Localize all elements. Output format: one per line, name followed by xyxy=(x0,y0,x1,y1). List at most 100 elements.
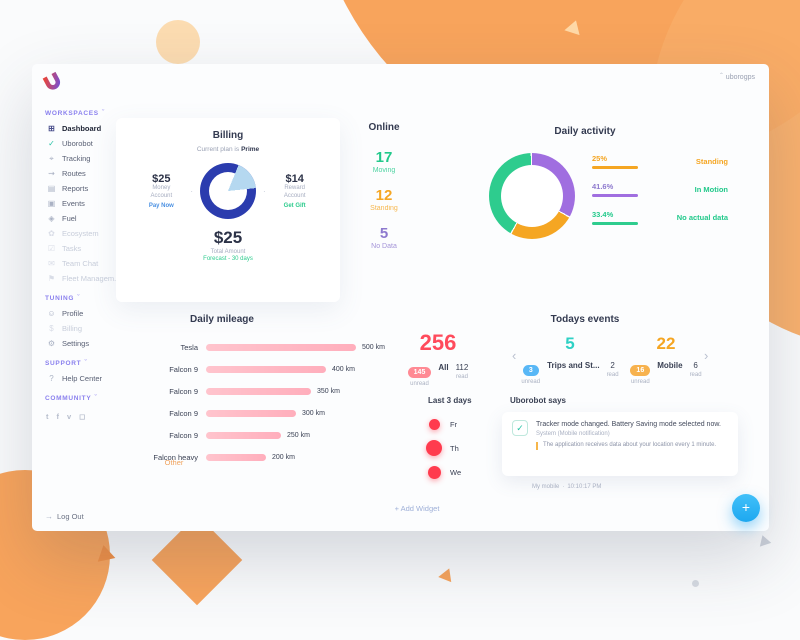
reward-label: Reward xyxy=(284,184,306,191)
group-name[interactable]: Mobile xyxy=(657,361,683,370)
logout-icon: → xyxy=(45,512,53,521)
routes-icon: ⇝ xyxy=(48,169,55,178)
sidebar-item-tasks[interactable]: ☑ Tasks xyxy=(32,241,144,256)
day-dot[interactable] xyxy=(427,465,441,479)
online-moving: 17 Moving xyxy=(349,149,419,174)
legend-row-standing: 25% Standing xyxy=(592,152,728,171)
billing-donut-chart xyxy=(200,163,256,219)
mileage-bar xyxy=(206,387,311,395)
sidebar-item-dashboard[interactable]: ⊞ Dashboard xyxy=(32,121,144,136)
twitter-icon[interactable]: t xyxy=(46,412,49,421)
day-dot[interactable] xyxy=(428,418,440,430)
total-amount: $25 xyxy=(213,228,243,247)
user-menu[interactable]: ˆ uborogps xyxy=(720,72,755,81)
events-prev-arrow[interactable]: ‹ xyxy=(512,348,517,363)
bot-footer: My mobile · 10:10:17 PM xyxy=(532,484,601,490)
events-next-arrow[interactable]: › xyxy=(704,348,709,363)
chevron-down-icon: ˇ xyxy=(84,360,88,367)
sidebar-section-workspaces[interactable]: WORKSPACES ˇ xyxy=(32,110,144,121)
unread-chip[interactable]: 145 xyxy=(407,367,432,378)
uborobot-check-icon: ✓ xyxy=(48,139,55,148)
logout-button[interactable]: → Log Out xyxy=(45,512,84,521)
unread-chip[interactable]: 16 xyxy=(630,365,651,376)
device-label: My mobile xyxy=(532,484,560,490)
pay-now-link[interactable]: Pay Now xyxy=(148,203,174,210)
facebook-icon[interactable]: f xyxy=(56,412,60,421)
item-label: Help Center xyxy=(62,374,103,383)
vimeo-icon[interactable]: v xyxy=(67,412,72,421)
sidebar-item-help-center[interactable]: ? Help Center xyxy=(32,371,144,386)
reward-account-stat: $14 Reward Account Get Gift xyxy=(273,173,317,210)
legend-bar xyxy=(592,166,638,169)
social-links: t f v ◻ xyxy=(32,412,144,421)
sidebar-item-fleet-management[interactable]: ⚑ Fleet Managem... xyxy=(32,271,144,286)
sidebar-item-uborobot[interactable]: ✓ Uborobot xyxy=(32,136,144,151)
sidebar-item-events[interactable]: ▣ Events xyxy=(32,196,144,211)
bot-source: System (Mobile notification) xyxy=(536,431,610,438)
profile-icon: ☺ xyxy=(47,309,56,318)
instagram-icon[interactable]: ◻ xyxy=(79,412,86,421)
sidebar-item-team-chat[interactable]: ✉ Team Chat xyxy=(32,256,144,271)
online-no-data: 5 No Data xyxy=(349,225,419,250)
group-name[interactable]: Trips and St... xyxy=(547,361,600,370)
app-logo-magnet-icon[interactable] xyxy=(39,69,68,100)
legend-label: In Motion xyxy=(694,185,728,194)
legend-row-in-motion: 41.6% In Motion xyxy=(592,180,728,199)
fab-add-button[interactable]: + xyxy=(732,494,760,522)
sidebar-section-tuning[interactable]: TUNING ˇ xyxy=(32,295,144,306)
reward-label2: Account xyxy=(283,192,306,199)
group-name[interactable]: All xyxy=(438,363,449,372)
app-window: ˆ uborogps WORKSPACES ˇ ⊞ Dashboard ✓ Ubo… xyxy=(32,64,769,531)
sidebar-section-support[interactable]: SUPPORT ˇ xyxy=(32,360,144,371)
bot-message: Tracker mode changed. Battery Saving mod… xyxy=(536,421,721,428)
sidebar-item-profile[interactable]: ☺ Profile xyxy=(32,306,144,321)
vehicle-label: Falcon 9 xyxy=(169,364,198,374)
add-widget-button[interactable]: + Add Widget xyxy=(394,504,440,513)
legend-bar xyxy=(592,194,638,197)
day-label: Fr xyxy=(450,419,458,429)
get-gift-link[interactable]: Get Gift xyxy=(283,203,306,210)
sidebar-section-community[interactable]: COMMUNITY ˇ xyxy=(32,395,144,406)
chevron-up-icon: ˆ xyxy=(720,72,723,81)
sidebar-item-settings[interactable]: ⚙ Settings xyxy=(32,336,144,351)
mileage-value: 250 km xyxy=(287,431,310,439)
daily-activity-title: Daily activity xyxy=(554,126,616,137)
section-label: SUPPORT xyxy=(45,360,82,367)
separator-dot: · xyxy=(263,186,266,196)
money-label: Money xyxy=(152,184,171,191)
settings-icon: ⚙ xyxy=(47,339,56,348)
logout-label: Log Out xyxy=(57,512,84,521)
mileage-value: 400 km xyxy=(332,365,355,373)
read-cell: 2 read xyxy=(607,359,619,378)
unread-label: unread xyxy=(410,381,429,387)
sidebar-item-fuel[interactable]: ◈ Fuel xyxy=(32,211,144,226)
section-label: COMMUNITY xyxy=(45,395,92,402)
tasks-icon: ☑ xyxy=(47,244,56,253)
sidebar-item-billing[interactable]: $ Billing xyxy=(32,321,144,336)
read-cell: 112 read xyxy=(456,361,469,380)
sidebar-item-ecosystem[interactable]: ✿ Ecosystem xyxy=(32,226,144,241)
unread-chip[interactable]: 3 xyxy=(522,365,539,376)
sidebar-item-routes[interactable]: ⇝ Routes xyxy=(32,166,144,181)
online-widget: Online 17 Moving 12 Standing 5 No Data xyxy=(349,122,419,263)
total-amount-label: Total Amount xyxy=(210,249,246,255)
sidebar-item-tracking[interactable]: ⌖ Tracking xyxy=(32,151,144,166)
mileage-other-link[interactable]: Other xyxy=(164,458,184,467)
uborobot-says-title: Uborobot says xyxy=(510,396,567,405)
reward-amount: $14 xyxy=(285,172,304,185)
unread-cell: 16 unread xyxy=(630,359,651,385)
read-label: read xyxy=(689,372,702,378)
reports-icon: ▤ xyxy=(47,184,56,193)
sidebar-item-reports[interactable]: ▤ Reports xyxy=(32,181,144,196)
plan-name: Prime xyxy=(241,146,260,153)
mileage-row: Falcon 9 300 km xyxy=(116,402,416,424)
unread-label: unread xyxy=(521,379,541,385)
no-data-label: No Data xyxy=(371,243,397,250)
billing-donut-highlight-slice xyxy=(200,163,256,219)
day-dot[interactable] xyxy=(426,440,442,456)
decor-triangle-bottom-center xyxy=(438,565,456,583)
events-group-trips: 5 3 unread Trips and St... 2 read xyxy=(521,334,618,385)
online-standing: 12 Standing xyxy=(349,187,419,212)
item-label: Fleet Managem... xyxy=(62,274,121,283)
mileage-row: Falcon heavy 200 km xyxy=(116,446,416,468)
